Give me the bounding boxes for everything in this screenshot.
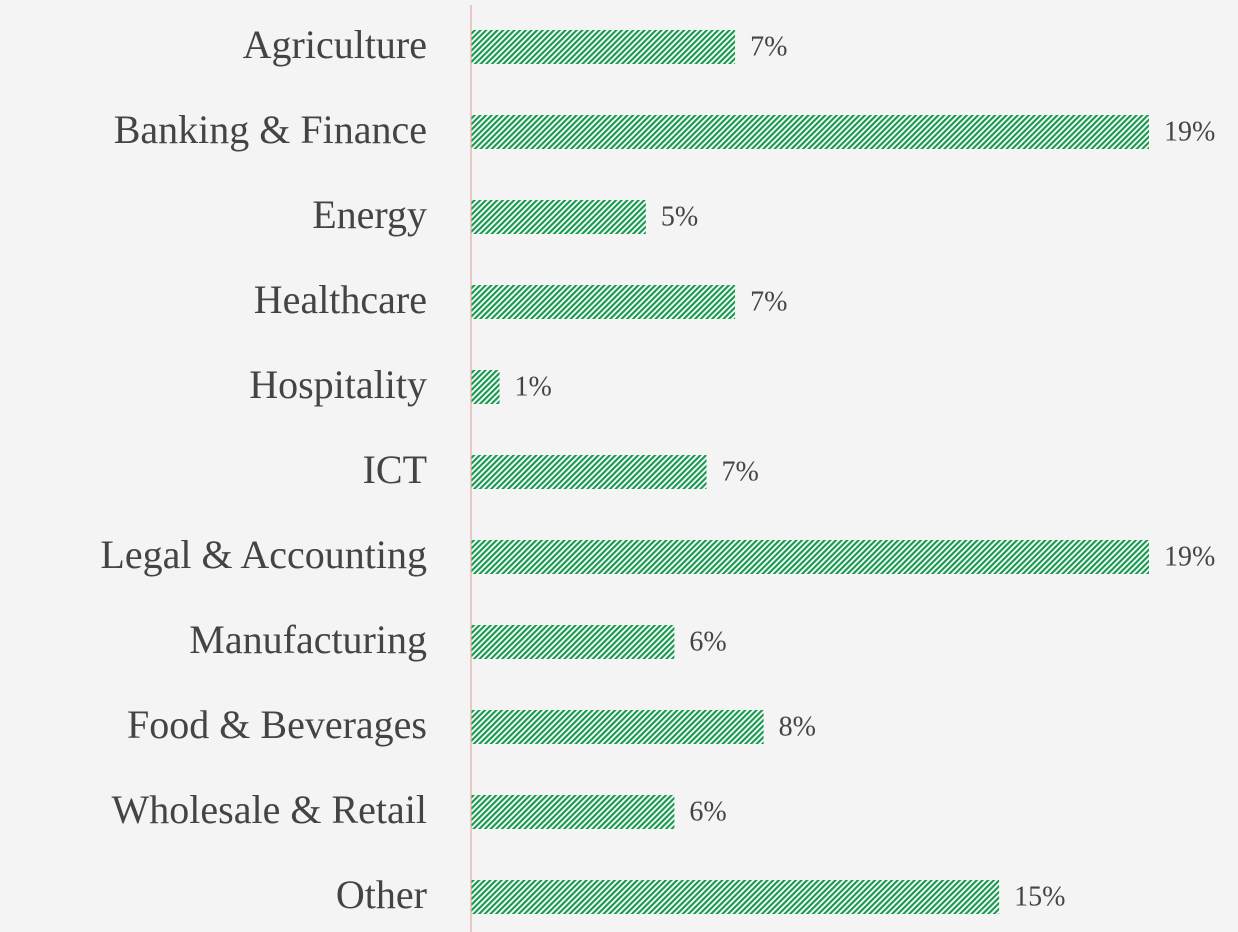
bar bbox=[471, 115, 1149, 149]
value-label: 5% bbox=[661, 201, 698, 232]
category-label: Food & Beverages bbox=[127, 702, 427, 747]
bar bbox=[471, 625, 675, 659]
bar bbox=[471, 880, 1000, 914]
value-label: 6% bbox=[689, 626, 726, 657]
bar bbox=[471, 200, 646, 234]
category-label: Hospitality bbox=[249, 362, 427, 407]
value-label: 1% bbox=[515, 371, 552, 402]
category-label: Banking & Finance bbox=[114, 107, 427, 152]
bar bbox=[471, 455, 707, 489]
bar bbox=[471, 710, 764, 744]
bar bbox=[471, 285, 736, 319]
value-label: 15% bbox=[1014, 881, 1065, 912]
value-label: 6% bbox=[689, 796, 726, 827]
value-label: 19% bbox=[1164, 541, 1215, 572]
value-label: 8% bbox=[779, 711, 816, 742]
value-label: 19% bbox=[1164, 116, 1215, 147]
category-label: Energy bbox=[312, 192, 427, 237]
bar bbox=[471, 540, 1149, 574]
category-label: Agriculture bbox=[243, 22, 427, 67]
category-label: ICT bbox=[363, 447, 427, 492]
category-label: Healthcare bbox=[254, 277, 427, 322]
bar bbox=[471, 30, 736, 64]
category-label: Other bbox=[336, 872, 427, 917]
bar bbox=[471, 795, 675, 829]
value-label: 7% bbox=[722, 456, 759, 487]
category-label: Wholesale & Retail bbox=[112, 787, 427, 832]
bar bbox=[471, 370, 500, 404]
category-label: Legal & Accounting bbox=[100, 532, 427, 577]
value-label: 7% bbox=[750, 31, 787, 62]
category-label: Manufacturing bbox=[189, 617, 427, 662]
value-label: 7% bbox=[750, 286, 787, 317]
